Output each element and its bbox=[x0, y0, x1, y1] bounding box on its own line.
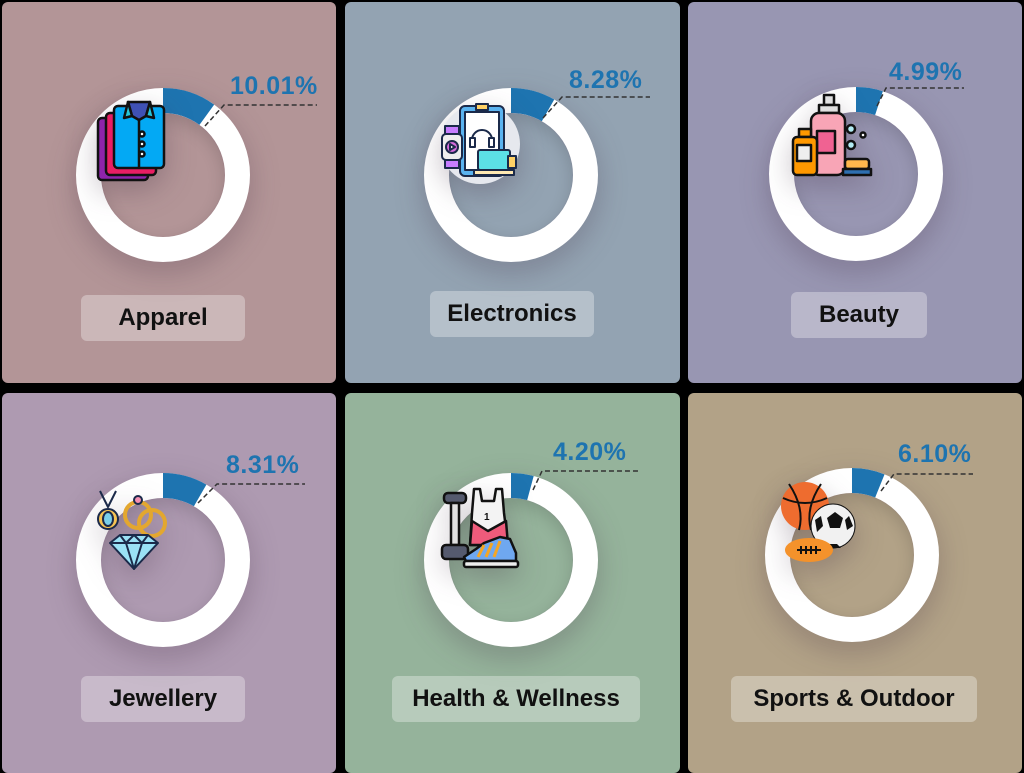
leader-line-jewellery bbox=[197, 483, 305, 504]
leader-line-sports-outdoor bbox=[880, 473, 973, 492]
shirt-stack-icon bbox=[96, 100, 166, 182]
panel-electronics: 8.28% Electronics bbox=[345, 2, 680, 383]
donut-ring bbox=[76, 88, 250, 262]
category-label-apparel: Apparel bbox=[81, 295, 245, 341]
leader-line-apparel bbox=[204, 104, 317, 127]
panel-beauty: 4.99% Beauty bbox=[688, 2, 1022, 383]
category-label-electronics: Electronics bbox=[430, 291, 594, 337]
category-label-beauty: Beauty bbox=[791, 292, 927, 338]
donut-ring bbox=[76, 473, 250, 647]
fitness-dumbbell-shoe-icon: 1 bbox=[440, 487, 520, 569]
panel-health-wellness: 1 4.20% Health & Wellness bbox=[345, 393, 680, 773]
category-label-health-wellness: Health & Wellness bbox=[392, 676, 640, 722]
donut-chart-electronics bbox=[424, 88, 598, 262]
donut-ring bbox=[765, 468, 939, 642]
panel-sports-outdoor: 6.10% Sports & Outdoor bbox=[688, 393, 1022, 773]
svg-text:1: 1 bbox=[484, 512, 490, 523]
jewellery-diamond-ring-icon bbox=[97, 490, 167, 570]
percent-label-health-wellness: 4.20% bbox=[553, 438, 627, 466]
donut-chart-jewellery bbox=[76, 473, 250, 647]
cosmetics-bottles-icon bbox=[791, 93, 873, 177]
percent-label-electronics: 8.28% bbox=[569, 66, 643, 94]
percent-label-beauty: 4.99% bbox=[889, 58, 963, 86]
percent-label-sports-outdoor: 6.10% bbox=[898, 440, 972, 468]
donut-ring bbox=[424, 473, 598, 647]
panel-jewellery: 8.31% Jewellery bbox=[2, 393, 336, 773]
leader-line-health-wellness bbox=[532, 470, 638, 491]
electronics-devices-icon bbox=[440, 103, 520, 184]
leader-line-electronics bbox=[542, 96, 650, 119]
donut-chart-beauty bbox=[769, 87, 943, 261]
donut-chart-health-wellness: 1 bbox=[424, 473, 598, 647]
sports-balls-icon bbox=[781, 482, 856, 562]
percent-label-jewellery: 8.31% bbox=[226, 451, 300, 479]
category-label-jewellery: Jewellery bbox=[81, 676, 245, 722]
category-label-sports-outdoor: Sports & Outdoor bbox=[731, 676, 977, 722]
donut-chart-apparel bbox=[76, 88, 250, 262]
donut-chart-sports-outdoor bbox=[765, 468, 939, 642]
leader-line-beauty bbox=[876, 87, 964, 107]
donut-ring bbox=[424, 88, 598, 262]
percent-label-apparel: 10.01% bbox=[230, 72, 318, 100]
panel-apparel: 10.01% Apparel bbox=[2, 2, 336, 383]
